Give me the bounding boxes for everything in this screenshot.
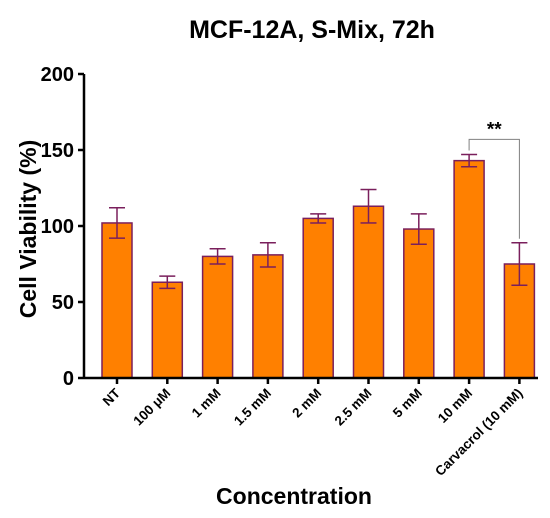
bar	[252, 254, 284, 379]
y-tick-label: 100	[41, 216, 74, 238]
x-tick-label: 2 mM	[289, 386, 324, 421]
x-tick-label: 5 mM	[390, 386, 425, 421]
y-tick-label: 0	[63, 368, 74, 390]
x-tick-label: 10 mM	[435, 386, 475, 426]
plot-area: 0 50 100 150 200 NT 100 μM 1 mM 1.5 mM 2 mM 2.5 mM…	[41, 64, 538, 479]
x-tick-label: Carvacrol (10 mM)	[432, 386, 525, 479]
x-tick-label: NT	[100, 385, 124, 409]
bar	[403, 228, 435, 379]
bar	[453, 159, 485, 379]
x-tick-label: 1.5 mM	[231, 386, 274, 429]
bar	[151, 281, 184, 379]
y-axis-label: Cell Viability (%)	[15, 140, 41, 319]
bar	[302, 217, 334, 379]
bar	[201, 255, 234, 379]
significance-bracket	[468, 138, 520, 239]
bar	[101, 222, 133, 379]
x-tick-label: 100 μM	[130, 386, 173, 429]
chart-title: MCF-12A, S-Mix, 72h	[189, 16, 435, 44]
x-tick-label: 1 mM	[189, 386, 224, 421]
y-tick-label: 150	[41, 140, 74, 162]
bar	[352, 205, 385, 379]
y-tick-label: 200	[41, 64, 74, 86]
x-axis-label: Concentration	[216, 483, 372, 509]
y-tick-label: 50	[52, 292, 74, 314]
x-tick-label: 2.5 mM	[332, 386, 375, 429]
significance-label: **	[487, 119, 502, 140]
